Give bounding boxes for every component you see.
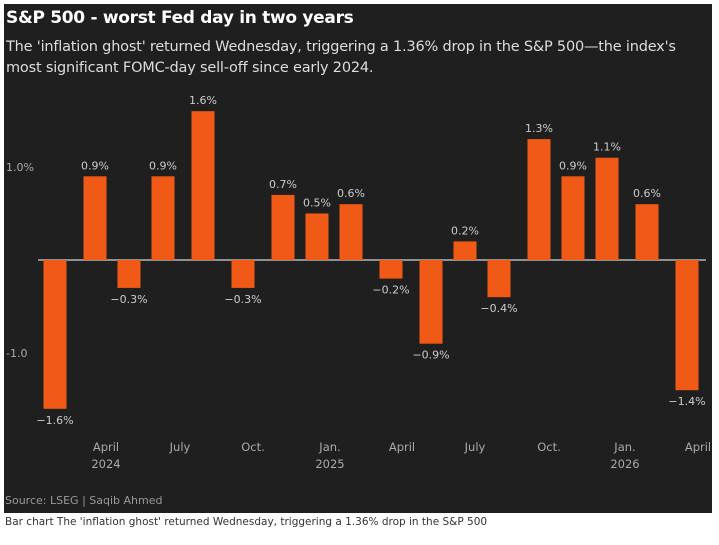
bar: [419, 260, 443, 344]
bar: [487, 260, 511, 298]
data-label: 1.1%: [593, 141, 621, 154]
bar: [379, 260, 403, 279]
source-note: Source: LSEG | Saqib Ahmed: [5, 494, 163, 507]
data-label: −0.4%: [480, 302, 517, 315]
chart-subtitle: The 'inflation ghost' returned Wednesday…: [6, 39, 676, 76]
x-tick-label: 2024: [91, 457, 120, 471]
bar: [595, 157, 619, 260]
x-tick-label: April: [93, 440, 119, 454]
bar: [675, 260, 699, 391]
bar: [117, 260, 141, 288]
y-tick-label: -1.0: [6, 347, 27, 360]
data-label: −0.3%: [110, 293, 147, 306]
data-label: −0.3%: [224, 293, 261, 306]
bar: [635, 204, 659, 260]
bar: [561, 176, 585, 260]
bar: [191, 111, 215, 260]
data-label: 1.6%: [189, 94, 217, 107]
bar: [271, 194, 295, 260]
data-label: 0.7%: [269, 178, 297, 191]
bar: [305, 213, 329, 260]
x-tick-label: Jan.: [613, 440, 635, 454]
x-tick-label: 2026: [610, 457, 639, 471]
data-label: 1.3%: [525, 122, 553, 135]
bar: [151, 176, 175, 260]
x-tick-label: April: [685, 440, 711, 454]
data-label: 0.6%: [337, 187, 365, 200]
chart-title: S&P 500 - worst Fed day in two years: [6, 8, 354, 28]
x-tick-label: Oct.: [537, 440, 561, 454]
data-label: −0.2%: [372, 284, 409, 297]
bar: [43, 260, 67, 409]
data-label: 0.9%: [81, 159, 109, 172]
bar: [339, 204, 363, 260]
x-tick-label: July: [169, 440, 191, 454]
x-tick-label: Jan.: [318, 440, 340, 454]
bar: [527, 139, 551, 260]
data-label: 0.2%: [451, 224, 479, 237]
data-label: −1.4%: [668, 395, 705, 408]
x-tick-label: April: [389, 440, 415, 454]
x-tick-label: July: [464, 440, 486, 454]
x-tick-label: 2025: [315, 457, 344, 471]
data-label: −0.9%: [412, 349, 449, 362]
x-tick-label: Oct.: [241, 440, 265, 454]
data-label: 0.9%: [559, 159, 587, 172]
data-label: 0.5%: [303, 197, 331, 210]
bar: [231, 260, 255, 288]
data-label: −1.6%: [36, 414, 73, 427]
caption: Bar chart The 'inflation ghost' returned…: [5, 516, 488, 528]
bar: [453, 241, 477, 260]
y-tick-label: 1.0%: [6, 161, 34, 174]
data-label: 0.6%: [633, 187, 661, 200]
bar: [83, 176, 107, 260]
data-label: 0.9%: [149, 159, 177, 172]
